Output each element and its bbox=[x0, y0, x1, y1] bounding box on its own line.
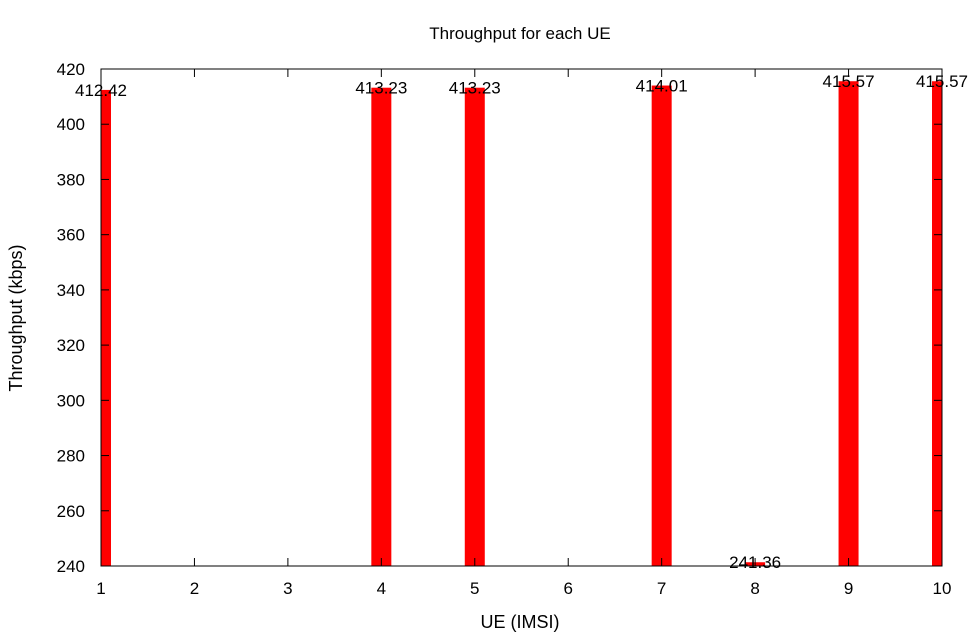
y-tick-label: 380 bbox=[57, 170, 85, 189]
y-tick-label: 320 bbox=[57, 336, 85, 355]
y-tick-label: 260 bbox=[57, 502, 85, 521]
plot-frame bbox=[100, 68, 943, 567]
y-tick-label: 340 bbox=[57, 281, 85, 300]
bar-9 bbox=[838, 81, 859, 566]
plot-area: 240 260 280 300 320 340 360 380 400 420 1 2 3 4 5 6 7 8 9 1… bbox=[57, 60, 968, 598]
data-label-1: 412.42 bbox=[75, 81, 127, 100]
x-tick-label: 3 bbox=[283, 579, 292, 598]
x-tick-label: 10 bbox=[933, 579, 952, 598]
bar-10 bbox=[932, 81, 942, 566]
data-label-8: 241.36 bbox=[729, 553, 781, 572]
x-tick-label: 9 bbox=[844, 579, 853, 598]
data-label-10: 415.57 bbox=[916, 72, 968, 91]
bar-5 bbox=[464, 87, 485, 566]
bar-1 bbox=[101, 89, 111, 566]
bar-4 bbox=[371, 87, 392, 566]
y-tick-label: 420 bbox=[57, 60, 85, 79]
y-tick-label: 300 bbox=[57, 391, 85, 410]
x-tick-label: 8 bbox=[750, 579, 759, 598]
y-tick-label: 240 bbox=[57, 557, 85, 576]
x-tick-label: 5 bbox=[470, 579, 479, 598]
x-tick-label: 7 bbox=[657, 579, 666, 598]
chart-title: Throughput for each UE bbox=[429, 24, 610, 43]
y-tick-label: 400 bbox=[57, 115, 85, 134]
x-axis-title: UE (IMSI) bbox=[481, 612, 560, 632]
y-tick-label: 280 bbox=[57, 447, 85, 466]
data-label-7: 414.01 bbox=[636, 77, 688, 96]
bar-7 bbox=[651, 85, 672, 566]
x-tick-label: 1 bbox=[96, 579, 105, 598]
y-tick-label: 360 bbox=[57, 226, 85, 245]
x-tick-label: 4 bbox=[377, 579, 386, 598]
data-label-5: 413.23 bbox=[449, 79, 501, 98]
y-axis-title: Throughput (kbps) bbox=[6, 244, 26, 391]
x-tick-label: 2 bbox=[190, 579, 199, 598]
data-label-9: 415.57 bbox=[823, 72, 875, 91]
x-tick-label: 6 bbox=[563, 579, 572, 598]
data-label-4: 413.23 bbox=[355, 79, 407, 98]
